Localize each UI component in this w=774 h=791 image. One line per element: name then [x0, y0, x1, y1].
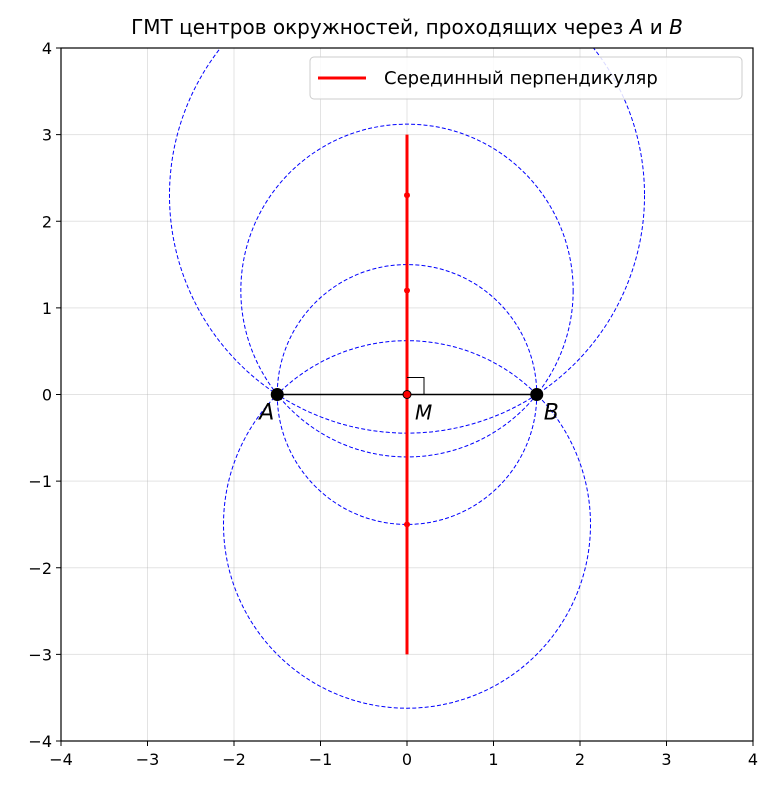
- y-tick-label: 0: [42, 386, 52, 405]
- circle-center-point: [404, 192, 410, 199]
- x-tick-label: −3: [136, 750, 160, 769]
- x-tick-label: 3: [661, 750, 671, 769]
- x-tick-label: −4: [49, 750, 73, 769]
- x-tick-label: 2: [575, 750, 585, 769]
- point-m: [402, 390, 412, 399]
- y-tick-label: 3: [42, 126, 52, 145]
- x-tick-label: 0: [402, 750, 412, 769]
- point-a: [270, 388, 284, 401]
- x-tick-label: −2: [222, 750, 246, 769]
- point-m-label: M: [415, 401, 432, 425]
- point-b: [530, 388, 544, 401]
- circle-center-point: [404, 521, 410, 528]
- right-angle-marker: [407, 377, 425, 395]
- legend: Серединный перпендикуляр: [309, 56, 743, 100]
- x-tick-label: 1: [488, 750, 498, 769]
- y-tick-label: 4: [42, 39, 52, 58]
- axis-ticks: −4 −3 −2 −1 0 1 2 3 4 −4 −3 −2 −1 0 1 2 3 4: [28, 39, 758, 769]
- point-a-label: A: [257, 401, 274, 426]
- y-tick-label: −3: [28, 645, 52, 664]
- y-tick-label: −1: [28, 472, 52, 491]
- x-tick-label: −1: [309, 750, 333, 769]
- x-tick-label: 4: [748, 750, 758, 769]
- circle-center-point: [404, 287, 410, 294]
- chart-title: ГМТ центров окружностей, проходящих чере…: [131, 15, 683, 39]
- point-b-label: B: [544, 401, 559, 426]
- y-tick-label: −4: [28, 732, 52, 751]
- y-tick-label: −2: [28, 559, 52, 578]
- legend-box: [309, 56, 743, 100]
- legend-label-perpendicular: Серединный перпендикуляр: [384, 68, 658, 89]
- y-tick-label: 1: [42, 299, 52, 318]
- y-tick-label: 2: [42, 212, 52, 231]
